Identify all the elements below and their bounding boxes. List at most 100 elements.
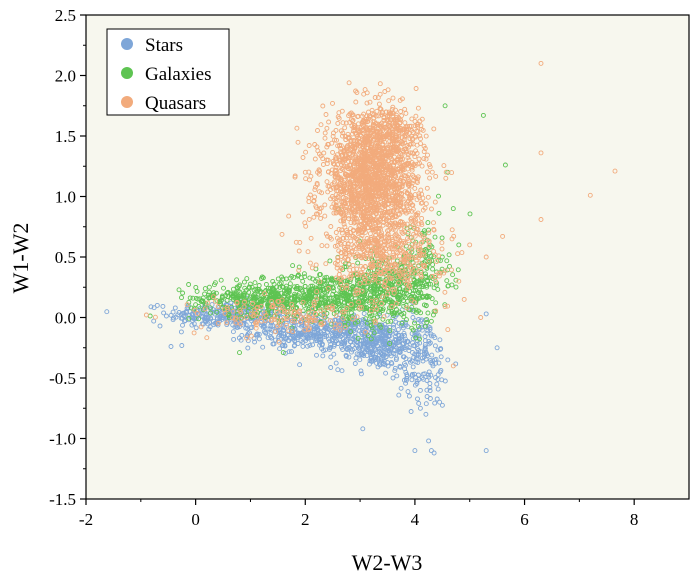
- point-quasars: [400, 181, 406, 187]
- point-quasars: [421, 252, 427, 258]
- point-quasars: [389, 106, 395, 112]
- point-quasars: [356, 121, 361, 127]
- point-quasars: [425, 194, 431, 200]
- point-stars: [426, 438, 432, 444]
- point-stars: [425, 324, 431, 330]
- point-galaxies: [287, 287, 292, 293]
- point-galaxies: [280, 284, 286, 290]
- point-stars: [354, 351, 360, 357]
- point-quasars: [317, 209, 323, 215]
- point-stars: [189, 322, 195, 328]
- point-quasars: [392, 286, 397, 292]
- point-stars: [383, 370, 389, 376]
- point-quasars: [322, 130, 328, 136]
- point-stars: [357, 328, 363, 334]
- point-quasars: [367, 210, 373, 216]
- point-quasars: [333, 210, 339, 216]
- point-galaxies: [179, 295, 184, 301]
- point-stars: [430, 358, 436, 364]
- point-galaxies: [389, 282, 394, 288]
- point-quasars: [300, 316, 306, 321]
- x-tick-label: -2: [79, 510, 93, 529]
- point-quasars: [388, 182, 393, 188]
- point-stars: [387, 330, 393, 336]
- point-quasars: [278, 318, 284, 324]
- point-quasars: [370, 125, 376, 131]
- point-stars: [311, 334, 317, 340]
- point-quasars: [413, 113, 419, 119]
- point-quasars: [262, 291, 268, 297]
- point-quasars: [405, 155, 411, 161]
- point-galaxies: [399, 320, 405, 326]
- point-quasars: [238, 316, 244, 322]
- point-quasars: [351, 201, 357, 207]
- point-quasars: [538, 150, 544, 156]
- point-quasars: [302, 327, 308, 333]
- point-quasars: [413, 86, 419, 91]
- point-galaxies: [387, 341, 393, 346]
- point-stars: [401, 330, 407, 336]
- point-quasars: [349, 186, 355, 192]
- point-galaxies: [235, 315, 241, 321]
- point-galaxies: [214, 309, 220, 315]
- point-quasars: [393, 266, 399, 272]
- point-galaxies: [377, 322, 383, 328]
- point-galaxies: [186, 282, 192, 287]
- point-stars: [328, 354, 334, 360]
- point-quasars: [333, 275, 339, 281]
- point-quasars: [330, 133, 336, 139]
- point-stars: [181, 313, 186, 319]
- point-quasars: [306, 199, 312, 205]
- point-galaxies: [348, 329, 354, 335]
- point-galaxies: [237, 350, 242, 356]
- point-quasars: [319, 243, 325, 249]
- point-quasars: [324, 305, 330, 311]
- point-quasars: [403, 201, 409, 207]
- point-stars: [303, 338, 308, 344]
- point-quasars: [420, 234, 426, 240]
- point-stars: [400, 323, 406, 329]
- point-quasars: [415, 174, 421, 180]
- point-quasars: [335, 143, 341, 149]
- point-stars: [414, 378, 420, 384]
- point-stars: [231, 336, 237, 342]
- point-quasars: [330, 149, 336, 155]
- point-quasars: [357, 138, 363, 144]
- point-quasars: [356, 175, 362, 181]
- point-stars: [307, 342, 313, 348]
- point-quasars: [322, 202, 328, 208]
- point-quasars: [300, 299, 306, 305]
- point-stars: [349, 343, 355, 348]
- point-quasars: [418, 240, 424, 246]
- point-galaxies: [367, 285, 373, 291]
- point-quasars: [374, 137, 380, 142]
- point-stars: [409, 371, 415, 377]
- point-quasars: [279, 231, 285, 237]
- point-quasars: [342, 216, 347, 221]
- point-quasars: [324, 179, 330, 185]
- point-quasars: [370, 227, 376, 233]
- point-stars: [377, 313, 383, 318]
- point-galaxies: [333, 291, 339, 297]
- point-quasars: [377, 155, 383, 161]
- point-quasars: [449, 267, 454, 273]
- point-stars: [438, 354, 444, 360]
- point-quasars: [354, 206, 360, 212]
- point-quasars: [318, 122, 324, 128]
- point-galaxies: [409, 304, 415, 310]
- point-quasars: [381, 314, 387, 320]
- point-galaxies: [371, 330, 377, 336]
- point-quasars: [376, 169, 382, 175]
- point-quasars: [347, 179, 353, 185]
- point-quasars: [342, 125, 348, 131]
- point-quasars: [408, 225, 414, 231]
- point-quasars: [402, 269, 408, 275]
- point-quasars: [319, 190, 325, 196]
- point-quasars: [357, 155, 363, 161]
- point-quasars: [356, 187, 362, 193]
- point-stars: [360, 347, 366, 353]
- point-galaxies: [403, 302, 409, 308]
- point-quasars: [393, 220, 399, 226]
- point-stars: [366, 348, 372, 354]
- point-galaxies: [456, 242, 462, 248]
